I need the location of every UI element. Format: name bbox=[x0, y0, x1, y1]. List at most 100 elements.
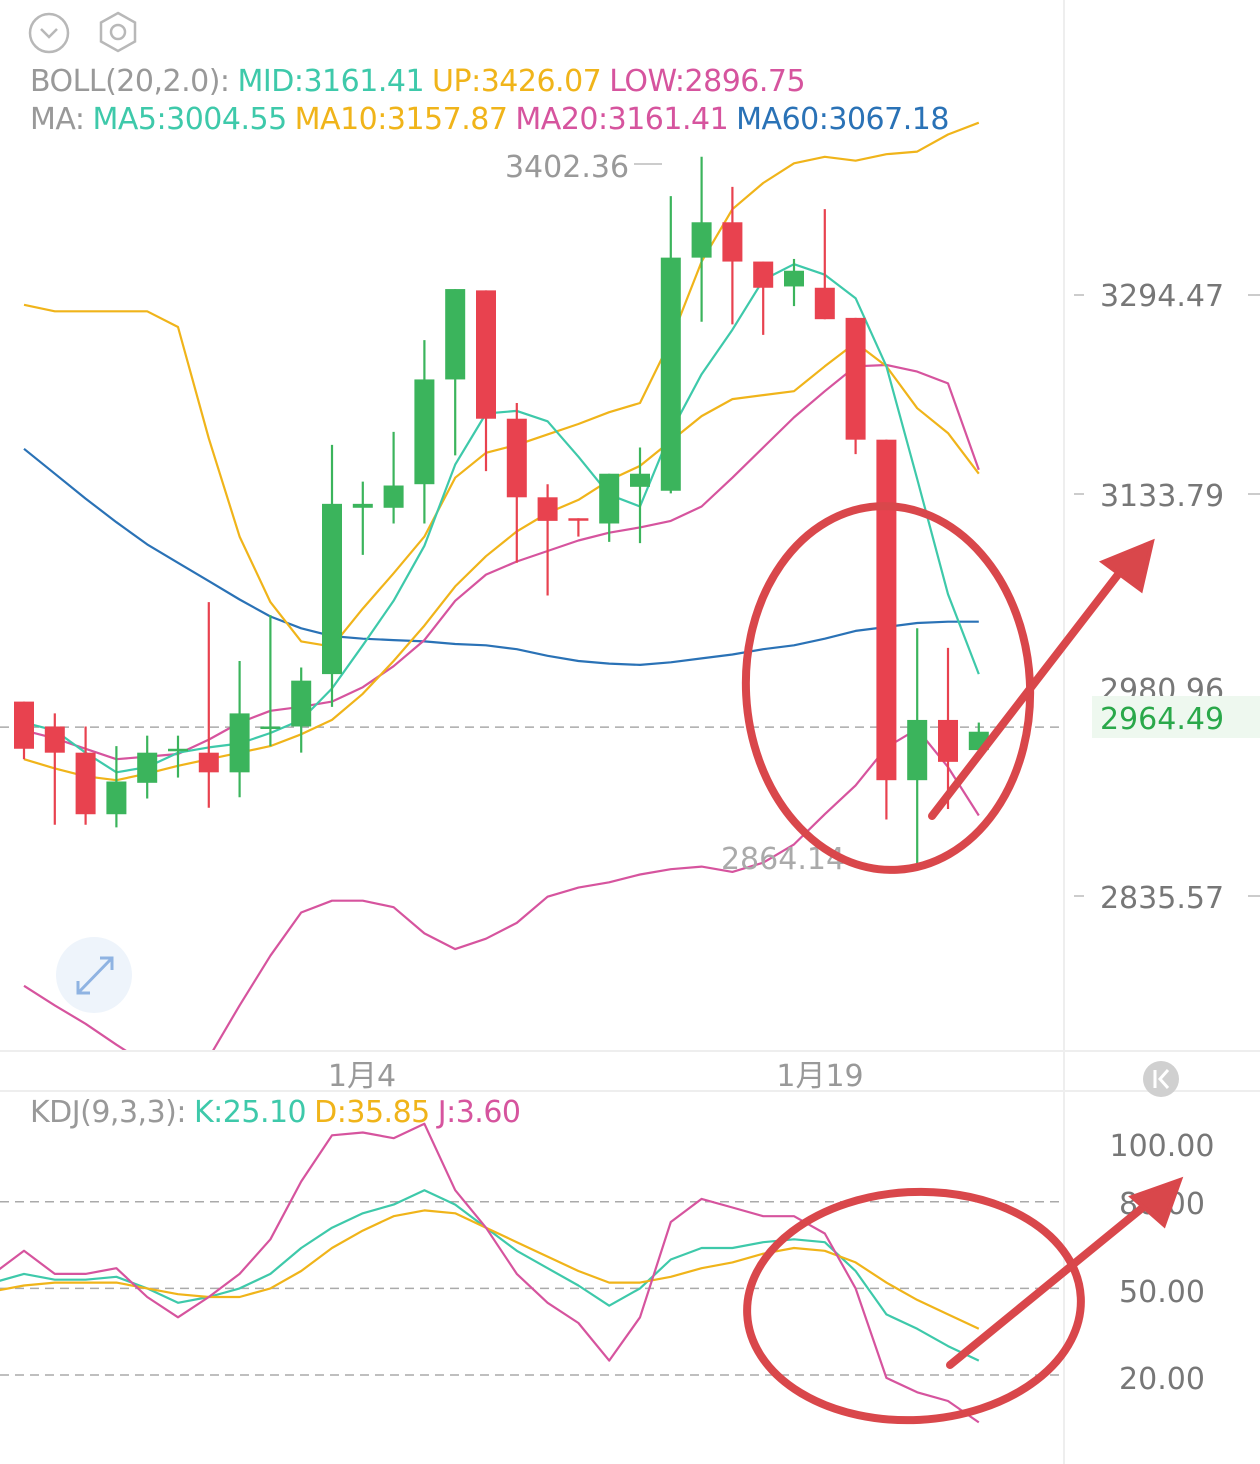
annotation-circle-kdj bbox=[743, 1187, 1085, 1425]
boll-lower-band-line bbox=[23, 727, 980, 1050]
expand-chart-button[interactable] bbox=[56, 937, 132, 1013]
candle-body bbox=[137, 752, 158, 783]
indicator-settings-button[interactable] bbox=[96, 10, 140, 54]
annotation-layer bbox=[741, 502, 1184, 1425]
price-tick-label: 3294.47 bbox=[1100, 279, 1224, 314]
annotation-arrow-kdj-shaft bbox=[946, 1196, 1156, 1369]
candlestick bbox=[260, 615, 281, 747]
candle-body bbox=[44, 726, 65, 753]
candle-body bbox=[383, 485, 404, 508]
ma5-value: MA5:3004.55 bbox=[92, 102, 288, 137]
candle-body bbox=[506, 418, 527, 498]
candle-body bbox=[938, 719, 958, 762]
candlestick bbox=[414, 340, 435, 524]
candlestick bbox=[383, 431, 404, 524]
boll-mid-value: MID:3161.41 bbox=[237, 64, 425, 99]
main-chart-layer bbox=[0, 121, 1064, 1050]
candle-body bbox=[630, 473, 650, 487]
annotation-arrow-main-head bbox=[1098, 538, 1155, 594]
kdj-j-line bbox=[0, 1122, 980, 1424]
boll-legend-name: BOLL(20,2.0): bbox=[30, 64, 230, 99]
price-tick-label: 3133.79 bbox=[1100, 479, 1224, 514]
back-to-latest-button[interactable] bbox=[1143, 1061, 1179, 1097]
candlestick bbox=[291, 667, 312, 753]
candlestick bbox=[660, 196, 681, 494]
candlestick bbox=[445, 289, 466, 456]
ma10-line bbox=[23, 341, 980, 782]
kdj-k-value: K:25.10 bbox=[193, 1095, 307, 1130]
candle-body bbox=[876, 439, 897, 781]
kdj-d-line bbox=[0, 1209, 980, 1330]
candlestick bbox=[907, 628, 928, 865]
kdj-d-value: D:35.85 bbox=[314, 1095, 430, 1130]
candle-body bbox=[691, 222, 712, 258]
candlestick bbox=[630, 447, 650, 544]
candlestick bbox=[14, 701, 34, 760]
candle-body bbox=[537, 497, 558, 521]
kdj-chart-layer bbox=[0, 1122, 1064, 1424]
candlestick bbox=[75, 726, 96, 825]
candle-body bbox=[198, 752, 219, 773]
candlestick bbox=[691, 156, 712, 322]
candlestick bbox=[784, 258, 804, 307]
candlestick bbox=[876, 439, 897, 820]
candlestick bbox=[938, 647, 958, 809]
candle-body bbox=[722, 222, 743, 262]
collapse-toggle-button[interactable] bbox=[28, 12, 70, 54]
candle-body bbox=[414, 379, 435, 485]
candlestick bbox=[599, 473, 620, 542]
time-axis-label: 1月19 bbox=[776, 1059, 863, 1094]
time-axis-label: 1月4 bbox=[328, 1059, 396, 1094]
candle-body bbox=[352, 503, 373, 508]
candle-body bbox=[260, 726, 281, 729]
candle-body bbox=[14, 701, 34, 749]
kdj-legend: KDJ(9,3,3): K:25.10 D:35.85 J:3.60 bbox=[30, 1095, 529, 1130]
candle-body bbox=[168, 748, 188, 752]
candlestick bbox=[322, 444, 342, 707]
candle-body bbox=[291, 680, 312, 727]
ma60-value: MA60:3067.18 bbox=[736, 102, 949, 137]
ma60-line bbox=[23, 447, 979, 667]
annotation-arrow-kdj-head bbox=[1128, 1176, 1184, 1229]
ma20-value: MA20:3161.41 bbox=[515, 102, 729, 137]
candlestick bbox=[814, 209, 835, 320]
price-tick-label: 2835.57 bbox=[1100, 881, 1224, 916]
candle-body bbox=[106, 781, 127, 815]
candle-body bbox=[907, 719, 928, 781]
candle-body bbox=[753, 261, 774, 288]
candle-body bbox=[322, 503, 342, 675]
candlestick bbox=[506, 403, 527, 563]
candle-body bbox=[476, 290, 496, 419]
ma5-line bbox=[23, 263, 980, 774]
candle-body bbox=[229, 713, 250, 773]
candle-body bbox=[660, 257, 681, 491]
boll-mid-band-line bbox=[23, 363, 980, 761]
candle-body bbox=[445, 289, 466, 380]
candlestick bbox=[106, 746, 127, 828]
high-price-label: 3402.36 bbox=[505, 150, 629, 185]
kdj-legend-name: KDJ(9,3,3): bbox=[30, 1095, 186, 1130]
hexagon-settings-icon bbox=[99, 11, 137, 53]
chevron-down-circle-icon bbox=[28, 12, 70, 54]
candle-body bbox=[845, 317, 866, 440]
candlestick bbox=[537, 484, 558, 596]
candlestick bbox=[168, 735, 188, 778]
candle-body bbox=[75, 752, 96, 815]
annotation-circle-main bbox=[741, 502, 1035, 874]
candle-body bbox=[599, 473, 620, 524]
ma10-value: MA10:3157.87 bbox=[294, 102, 508, 137]
last-price-label: 2964.49 bbox=[1100, 702, 1224, 737]
boll-upper-band-line bbox=[23, 121, 980, 648]
candlestick bbox=[753, 261, 774, 335]
candlestick bbox=[845, 317, 866, 455]
candle-body bbox=[784, 270, 804, 287]
boll-up-value: UP:3426.07 bbox=[432, 64, 602, 99]
candlestick bbox=[44, 713, 65, 825]
annotation-arrow-main-shaft bbox=[928, 568, 1124, 820]
expand-arrows-icon bbox=[76, 956, 114, 995]
double-chevron-left-icon bbox=[1153, 1069, 1170, 1089]
candlestick bbox=[229, 661, 250, 798]
boll-legend: BOLL(20,2.0): MID:3161.41 UP:3426.07 LOW:28… bbox=[30, 64, 813, 99]
kdj-tick-label: 20.00 bbox=[1119, 1362, 1205, 1397]
